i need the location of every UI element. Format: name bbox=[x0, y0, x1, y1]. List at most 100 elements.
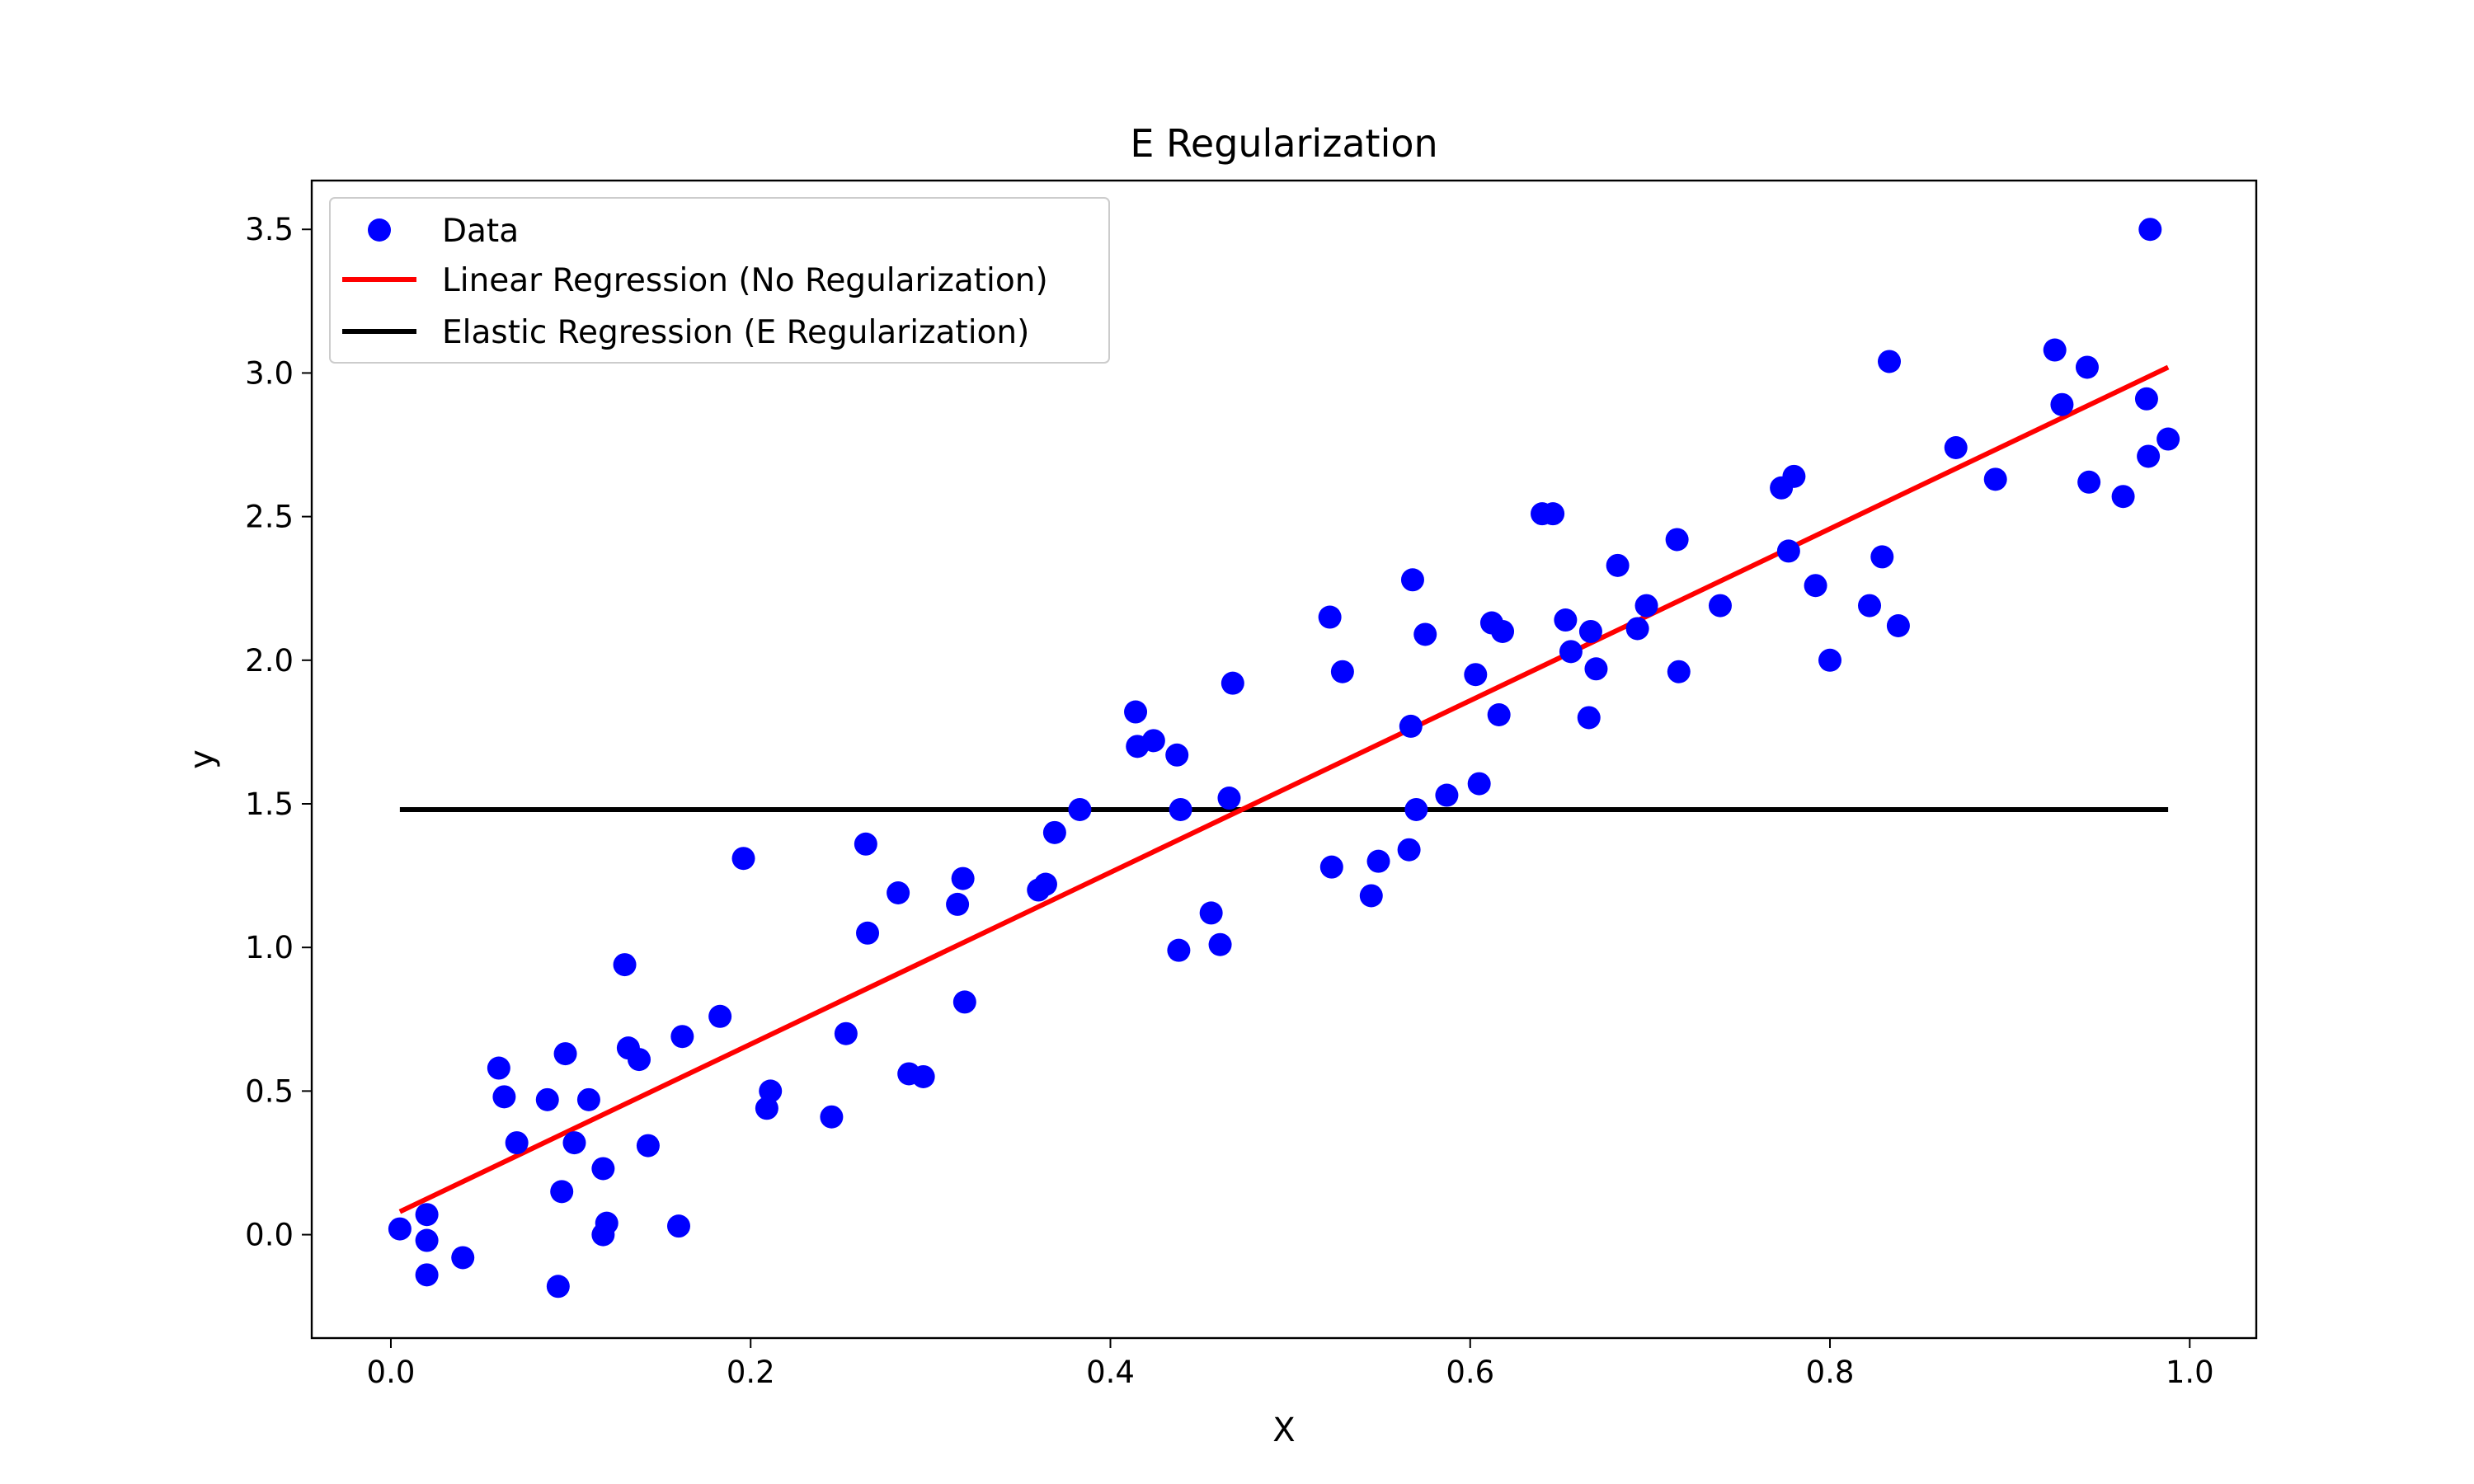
x-tick-label: 0.6 bbox=[1446, 1355, 1494, 1390]
y-tick-label: 3.5 bbox=[245, 212, 294, 247]
legend-entry-elastic: Elastic Regression (E Regularization) bbox=[442, 314, 1029, 351]
linear-regression-line bbox=[398, 364, 2170, 1214]
data-point bbox=[451, 1246, 475, 1270]
data-point bbox=[666, 1214, 690, 1238]
data-point bbox=[708, 1004, 732, 1028]
data-point bbox=[1870, 545, 1894, 569]
data-point bbox=[613, 953, 637, 977]
data-point bbox=[2077, 470, 2101, 494]
data-point bbox=[1399, 714, 1423, 738]
y-tick-label: 2.5 bbox=[245, 500, 294, 535]
data-point bbox=[834, 1021, 858, 1045]
data-point bbox=[759, 1079, 783, 1103]
x-tick-label: 0.8 bbox=[1806, 1355, 1855, 1390]
data-point bbox=[2138, 218, 2162, 242]
data-point bbox=[1886, 614, 1910, 637]
data-point bbox=[2137, 444, 2161, 468]
scatter-series bbox=[388, 218, 2180, 1298]
chart-title: E Regularization bbox=[1130, 121, 1437, 166]
legend: Data Linear Regression (No Regularizatio… bbox=[329, 197, 1110, 364]
data-point bbox=[1141, 729, 1165, 753]
data-point bbox=[553, 1042, 577, 1066]
data-point bbox=[591, 1157, 615, 1181]
data-point bbox=[505, 1131, 529, 1155]
x-axis-ticks: 0.0 0.2 0.4 0.6 0.8 1.0 bbox=[367, 1338, 2214, 1390]
y-tick-label: 0.0 bbox=[245, 1218, 294, 1253]
data-point bbox=[415, 1228, 439, 1252]
data-point bbox=[2075, 355, 2099, 379]
x-tick-label: 0.4 bbox=[1086, 1355, 1135, 1390]
data-point bbox=[1782, 464, 1806, 488]
data-point bbox=[911, 1064, 935, 1088]
data-point bbox=[1319, 855, 1343, 879]
data-point bbox=[1634, 594, 1658, 618]
data-point bbox=[887, 881, 910, 904]
y-tick-label: 1.0 bbox=[245, 930, 294, 965]
data-point bbox=[2050, 392, 2074, 416]
data-point bbox=[1167, 938, 1191, 962]
data-point bbox=[1577, 706, 1601, 730]
x-tick-label: 1.0 bbox=[2166, 1355, 2214, 1390]
data-point bbox=[1221, 671, 1244, 695]
legend-marker-data bbox=[368, 218, 391, 242]
data-point bbox=[1397, 838, 1421, 862]
data-point bbox=[1665, 528, 1689, 552]
data-point bbox=[1818, 648, 1842, 672]
data-point bbox=[1541, 502, 1565, 526]
y-tick-label: 1.5 bbox=[245, 787, 294, 822]
data-point bbox=[1404, 797, 1428, 821]
y-tick-label: 2.0 bbox=[245, 643, 294, 679]
data-point bbox=[1359, 884, 1383, 908]
data-point bbox=[1124, 700, 1148, 724]
data-point bbox=[1330, 660, 1354, 683]
y-axis-label: y bbox=[183, 749, 221, 769]
data-point bbox=[1318, 605, 1342, 629]
data-point bbox=[1366, 849, 1390, 873]
data-point bbox=[1165, 743, 1189, 767]
data-point bbox=[1435, 783, 1459, 807]
y-tick-label: 3.0 bbox=[245, 355, 294, 391]
y-axis-ticks: 0.0 0.5 1.0 1.5 2.0 2.5 3.0 3.5 bbox=[245, 212, 312, 1253]
data-point bbox=[1983, 467, 2007, 491]
data-point bbox=[492, 1085, 516, 1109]
data-point bbox=[1217, 787, 1241, 810]
data-point bbox=[576, 1087, 600, 1111]
data-point bbox=[1584, 657, 1608, 681]
data-point bbox=[1199, 901, 1223, 925]
data-point bbox=[388, 1217, 412, 1241]
data-point bbox=[952, 990, 976, 1014]
data-point bbox=[731, 847, 755, 871]
data-point bbox=[1042, 820, 1066, 844]
data-point bbox=[2111, 485, 2135, 509]
data-point bbox=[1487, 703, 1511, 726]
data-point bbox=[1169, 797, 1192, 821]
data-point bbox=[1400, 568, 1424, 592]
data-point bbox=[636, 1134, 660, 1158]
data-point bbox=[1804, 574, 1827, 598]
data-point bbox=[415, 1203, 439, 1227]
y-tick-label: 0.5 bbox=[245, 1073, 294, 1109]
data-point bbox=[627, 1048, 651, 1072]
data-point bbox=[946, 892, 970, 916]
plot-area bbox=[310, 179, 2258, 1340]
data-point bbox=[487, 1056, 510, 1080]
legend-box bbox=[329, 197, 1110, 364]
data-point bbox=[1033, 872, 1057, 896]
data-point bbox=[546, 1275, 570, 1298]
data-point bbox=[1467, 772, 1491, 796]
data-point bbox=[1559, 640, 1583, 664]
data-point bbox=[755, 1097, 778, 1120]
data-point bbox=[670, 1025, 694, 1049]
data-point bbox=[595, 1211, 618, 1235]
data-point bbox=[2043, 338, 2067, 362]
data-point bbox=[1858, 594, 1882, 618]
data-point bbox=[2134, 387, 2158, 411]
data-point bbox=[1491, 619, 1515, 643]
x-tick-label: 0.0 bbox=[367, 1355, 416, 1390]
data-point bbox=[854, 832, 877, 856]
data-point bbox=[1667, 660, 1691, 683]
data-point bbox=[562, 1131, 586, 1155]
data-point bbox=[820, 1105, 844, 1129]
regression-lines bbox=[398, 364, 2170, 1214]
legend-entry-linear: Linear Regression (No Regularization) bbox=[442, 262, 1048, 299]
